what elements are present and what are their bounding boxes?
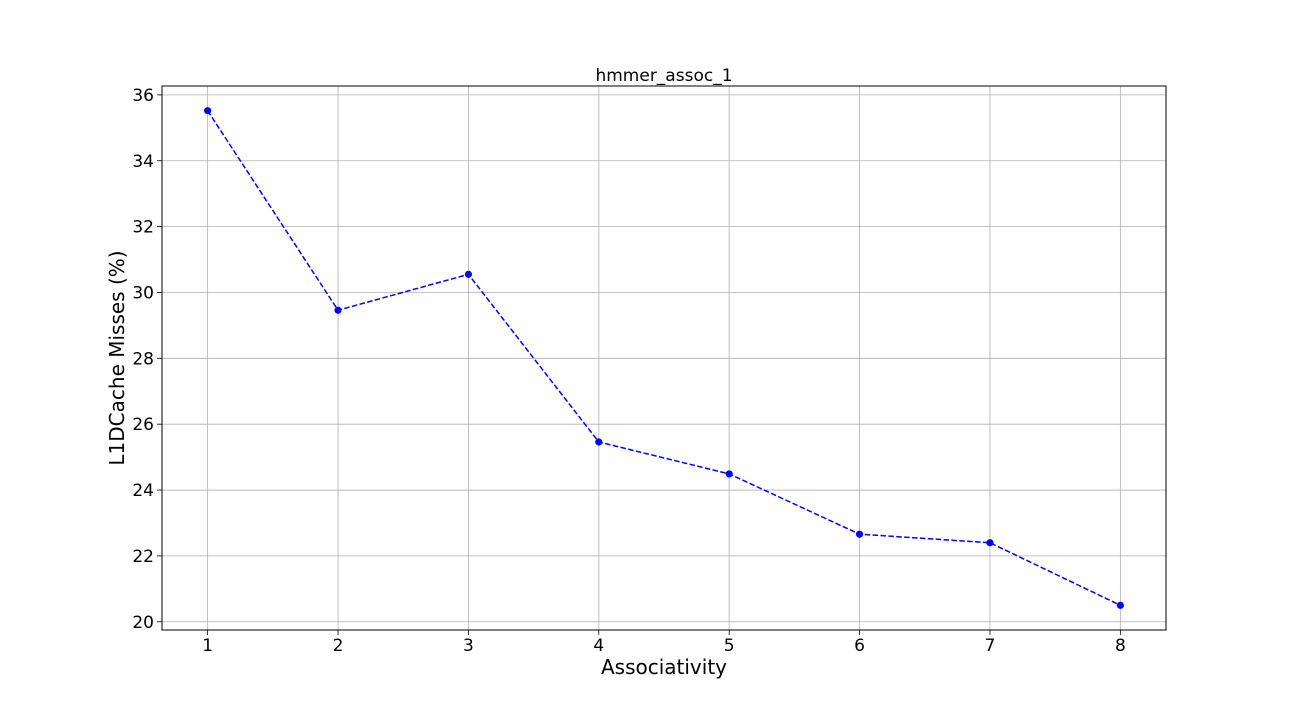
x-tick-label: 6 (854, 636, 865, 656)
x-tick-label: 8 (1115, 636, 1126, 656)
x-tick-label: 3 (463, 636, 474, 656)
x-tick-label: 5 (724, 636, 735, 656)
grid-lines (162, 86, 1166, 630)
y-axis-label: L1DCache Misses (%) (105, 250, 129, 465)
data-point (855, 530, 864, 538)
series-line (207, 110, 1121, 606)
data-point (204, 107, 212, 115)
data-point (725, 470, 733, 478)
data-point (595, 438, 603, 446)
y-tick-label: 24 (132, 481, 154, 501)
x-tick-label: 4 (593, 636, 604, 656)
y-tick-label: 22 (132, 547, 154, 567)
series-layer (204, 107, 1124, 609)
x-tick-label: 1 (202, 636, 213, 656)
chart-title: hmmer_assoc_1 (595, 66, 732, 86)
data-point (464, 270, 473, 278)
y-tick-label: 28 (132, 349, 154, 369)
data-point (1116, 601, 1124, 609)
y-tick-label: 34 (132, 152, 154, 172)
y-tick-label: 20 (132, 613, 154, 633)
data-point (986, 539, 994, 547)
y-tick-label: 32 (132, 218, 154, 238)
y-tick-label: 26 (132, 415, 154, 435)
x-axis-label: Associativity (601, 655, 727, 679)
x-tick-label: 2 (333, 636, 344, 656)
y-tick-label: 36 (132, 86, 154, 106)
data-point (334, 306, 342, 314)
x-tick-label: 7 (985, 636, 996, 656)
y-tick-label: 30 (132, 283, 154, 303)
